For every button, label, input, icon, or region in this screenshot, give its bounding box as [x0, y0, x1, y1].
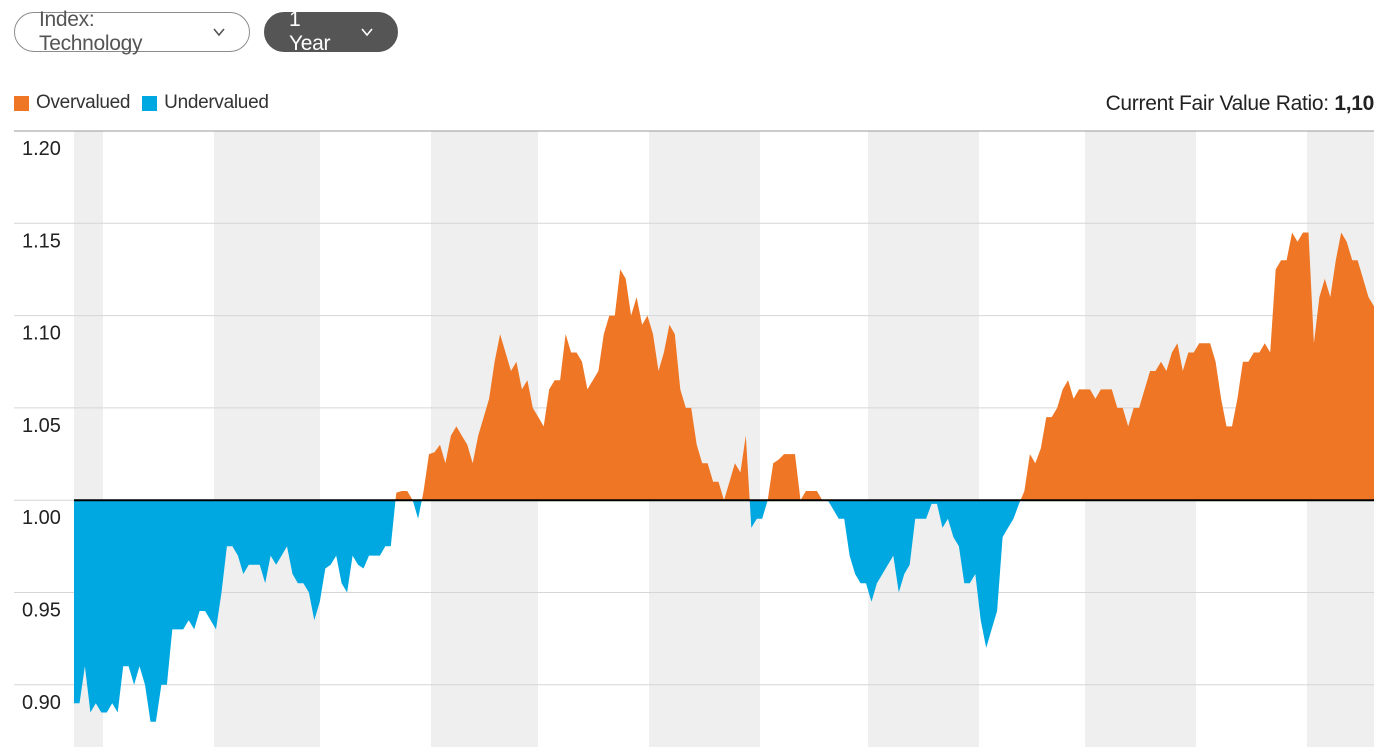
current-fair-value-ratio: Current Fair Value Ratio: 1,10 [1105, 92, 1375, 116]
legend-undervalued: Undervalued [142, 92, 269, 114]
y-tick-label: 0.95 [22, 600, 61, 622]
chevron-down-icon [361, 26, 373, 38]
legend-undervalued-label: Undervalued [164, 92, 269, 113]
overvalued-area [74, 232, 1374, 501]
chart-legend: Overvalued Undervalued [14, 92, 281, 114]
period-dropdown-label: 1 Year [289, 8, 331, 55]
y-tick-label: 1.20 [22, 138, 61, 160]
index-dropdown-label: Index: Technology [39, 8, 143, 55]
y-tick-label: 1.10 [22, 323, 61, 345]
y-tick-label: 1.15 [22, 230, 61, 252]
y-tick-label: 0.90 [22, 692, 61, 714]
chevron-down-icon [213, 26, 225, 38]
ratio-value: 1,10 [1334, 92, 1374, 115]
month-band [868, 131, 979, 747]
overvalued-swatch [14, 95, 29, 111]
undervalued-swatch [142, 95, 158, 111]
period-dropdown[interactable]: 1 Year [264, 8, 398, 55]
filter-bar: Index: Technology 1 Year [14, 8, 398, 55]
index-dropdown[interactable]: Index: Technology [14, 8, 250, 55]
legend-overvalued: Overvalued [14, 92, 130, 114]
ratio-label: Current Fair Value Ratio: [1105, 92, 1330, 115]
month-band [214, 131, 320, 747]
y-tick-label: 1.05 [22, 415, 61, 437]
undervalued-area [74, 500, 1374, 722]
legend-overvalued-label: Overvalued [36, 92, 131, 113]
y-tick-label: 1.00 [22, 507, 61, 529]
